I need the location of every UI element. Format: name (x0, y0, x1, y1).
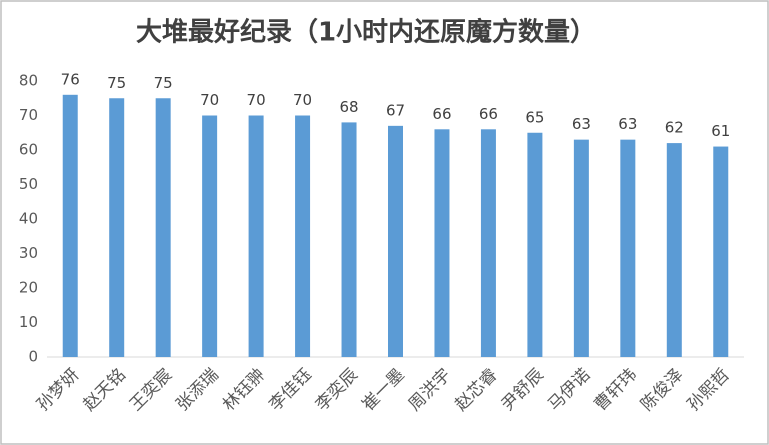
bar (434, 129, 450, 357)
bar (155, 98, 171, 357)
data-label: 62 (665, 119, 684, 137)
y-tick-label: 50 (19, 175, 38, 193)
bar (620, 139, 636, 357)
data-label: 63 (572, 115, 591, 133)
y-tick-label: 10 (19, 313, 38, 331)
bar (202, 115, 218, 357)
data-label: 68 (339, 98, 358, 116)
y-tick-label: 70 (19, 106, 38, 124)
bar (109, 98, 125, 357)
bar (573, 139, 589, 357)
data-label: 70 (247, 91, 266, 109)
data-label: 67 (386, 101, 405, 119)
data-label: 75 (107, 74, 126, 92)
data-label: 61 (711, 122, 730, 140)
data-label: 76 (61, 70, 80, 88)
data-label: 70 (200, 91, 219, 109)
chart-title: 大堆最好纪录（1小时内还原魔方数量） (136, 17, 596, 48)
bar (62, 94, 78, 358)
bar (388, 125, 403, 357)
data-label: 63 (618, 115, 637, 133)
bar (527, 132, 543, 357)
bar (713, 146, 729, 357)
bar (341, 122, 357, 358)
data-label: 66 (479, 105, 498, 123)
bar (248, 115, 264, 357)
data-label: 66 (432, 105, 451, 123)
y-tick-label: 40 (19, 210, 38, 228)
y-tick-label: 30 (19, 244, 38, 262)
y-tick-label: 80 (19, 72, 38, 90)
bar (666, 143, 682, 357)
bar (480, 129, 496, 357)
y-tick-label: 60 (19, 141, 38, 159)
data-label: 70 (293, 91, 312, 109)
bar (295, 115, 311, 357)
data-label: 75 (154, 74, 173, 92)
y-tick-label: 0 (28, 348, 38, 366)
y-tick-label: 20 (19, 279, 38, 297)
data-label: 65 (525, 108, 544, 126)
